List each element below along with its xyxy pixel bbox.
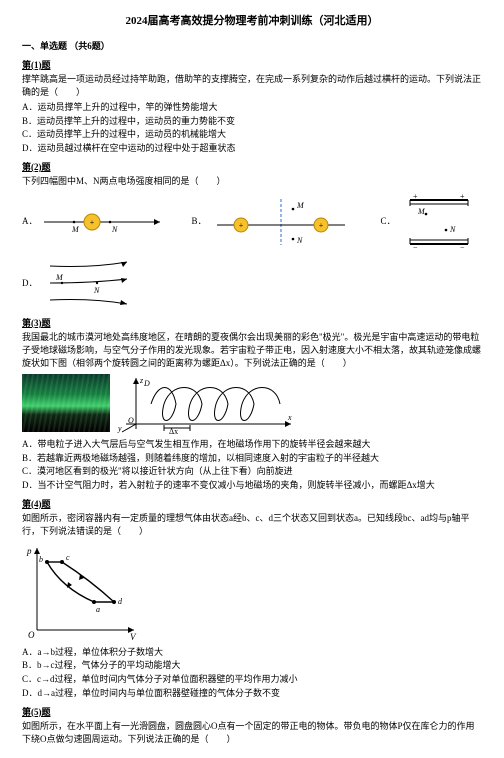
svg-text:b: b [39,555,43,564]
q4-optA: A．a→b过程，单位体积分子数增大 [22,646,482,659]
svg-text:+: + [238,221,243,230]
q1-optA: A．运动员撑竿上升的过程中，竿的弹性势能增大 [22,101,482,114]
q3-optC: C．漠河地区看到的极光"将以接近针状方向（从上往下看）向前旋进 [22,465,482,478]
q1-optC: C．运动员撑竿上升的过程中，运动员的机械能增大 [22,128,482,141]
q2-figC-caption: C． [381,215,396,228]
q1-options: A．运动员撑竿上升的过程中，竿的弹性势能增大 B．运动员撑竿上升的过程中，运动员… [22,101,482,155]
q2-figA-svg: + M N [42,207,162,237]
q2-figC-svg: M N + + − − [400,192,478,252]
svg-text:Δx: Δx [169,427,178,434]
q4-p-label: p [26,546,32,556]
q3-helix-svg: x z y O D Δx [116,374,296,434]
q2-figB-svg: + + M N [211,197,351,247]
q4-pv-svg: p V O b c d a [22,542,142,642]
aurora-photo [22,374,110,432]
q2-figD-caption: D． [22,277,38,290]
q5-label: 第(5)题 [22,706,482,719]
q2-figures: A． + M N B． + + M N C． [22,192,482,311]
q2-stem: 下列四幅图中M、N两点电场强度相同的是（ ） [22,175,482,188]
q2-figA-caption: A． [22,215,38,228]
q3-figure: x z y O D Δx [22,374,482,434]
q4-label: 第(4)题 [22,498,482,511]
q4-options: A．a→b过程，单位体积分子数增大 B．b→c过程，气体分子的平均动能增大 C．… [22,646,482,700]
svg-text:+: + [460,192,465,201]
svg-text:+: + [318,221,323,230]
q3-stem: 我国最北的城市漠河地处高纬度地区，在晴朗的夏夜偶尔会出现美丽的彩色"极光"。极光… [22,331,482,370]
q3-optD: D．当不计空气阻力时，若入射粒子的速率不变仅减小与地磁场的夹角，则旋转半径减小，… [22,479,482,492]
q2-figD-svg: M N [42,256,132,311]
q2-figC: C． M N + + − − [381,192,478,252]
q4-O-label: O [28,630,35,640]
q2-figB-caption: B． [192,215,207,228]
svg-text:N: N [449,225,456,234]
svg-text:N: N [296,236,303,245]
svg-text:y: y [117,424,122,433]
q4-optC: C．c→d过程，单位时间内气体分子对单位面积器壁的平均作用力减小 [22,673,482,686]
q3-options: A．带电粒子进入大气层后与空气发生相互作用，在地磁场作用下的旋转半径会越来越大 … [22,438,482,492]
q2-figB: B． + + M N [192,197,351,247]
svg-text:a: a [96,605,100,614]
q4-figure: p V O b c d a [22,542,482,642]
svg-text:−: − [460,243,465,252]
section-heading: 一、单选题 （共6题） [22,40,482,53]
svg-text:c: c [66,553,70,562]
q1-label: 第(1)题 [22,59,482,72]
svg-text:N: N [93,286,100,295]
svg-text:N: N [111,225,118,234]
q2-figD: D． M N [22,256,132,311]
q1-optD: D．运动员越过横杆在空中运动的过程中处于超重状态 [22,142,482,155]
q2-figA: A． + M N [22,207,162,237]
q3-optA: A．带电粒子进入大气层后与空气发生相互作用，在地磁场作用下的旋转半径会越来越大 [22,438,482,451]
q1-stem: 撑竿跳高是一项运动员经过持竿助跑，借助竿的支撑腾空，在完成一系列复杂的动作后越过… [22,73,482,99]
q2-label: 第(2)题 [22,161,482,174]
svg-text:+: + [89,218,94,227]
svg-text:x: x [287,413,292,422]
q4-optB: B．b→c过程，气体分子的平均动能增大 [22,659,482,672]
svg-text:M: M [296,201,305,210]
svg-text:D: D [143,379,150,388]
svg-text:M: M [55,273,64,282]
page-title: 2024届高考高效提分物理考前冲刺训练（河北适用） [22,14,482,30]
q4-stem: 如图所示，密闭容器内有一定质量的理想气体由状态a经b、c、d三个状态又回到状态a… [22,512,482,538]
q4-V-label: V [130,632,137,642]
q3-label: 第(3)题 [22,317,482,330]
svg-text:−: − [413,243,418,252]
q3-optB: B．若越靠近两极地磁场越强，则随着纬度的增加，以相同速度入射的宇宙粒子的半径越大 [22,452,482,465]
svg-text:O: O [128,416,134,425]
svg-text:d: d [118,597,123,606]
q5-stem: 如图所示，在水平面上有一光滑圆盘，圆盘圆心O点有一个固定的带正电的物体。带负电的… [22,720,482,746]
svg-text:+: + [413,192,418,201]
q4-optD: D．d→a过程，单位时间内与单位面积器壁碰撞的气体分子数不变 [22,687,482,700]
svg-text:M: M [417,207,426,216]
svg-text:M: M [71,225,80,234]
q1-optB: B．运动员撑竿上升的过程中，运动员的重力势能不变 [22,115,482,128]
